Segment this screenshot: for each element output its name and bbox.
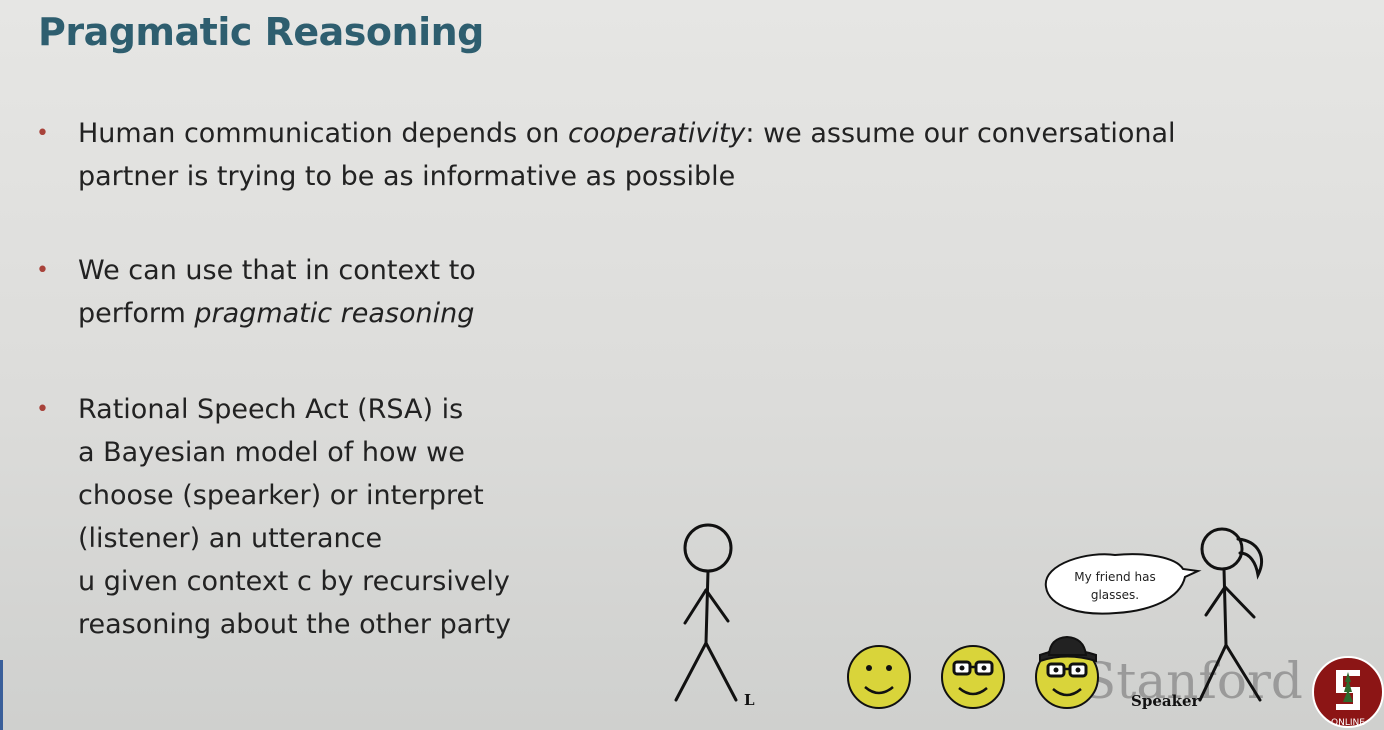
bullet-3-line-2: a Bayesian model of how we (78, 437, 465, 468)
speaker-figure (1198, 527, 1263, 702)
bullet-1-emphasis: cooperativity (567, 118, 746, 149)
listener-figure (674, 523, 738, 702)
bullet-dot: • (36, 258, 49, 283)
speaker-label: Speaker (1131, 692, 1201, 710)
smiley-glasses-icon (941, 645, 1005, 709)
bullet-item-2: • We can use that in context to perform … (36, 249, 476, 335)
bullet-1-text: Human communication depends on (78, 118, 568, 149)
bullet-3-line-1: Rational Speech Act (RSA) is (78, 394, 464, 425)
bullet-dot: • (36, 397, 49, 422)
speech-text-line-2: glasses. (1091, 588, 1139, 602)
rsa-illustration: Stanford L (674, 523, 1303, 710)
smiley-face-icon (847, 645, 911, 709)
bullet-1-line-2: partner is trying to be as informative a… (78, 161, 736, 192)
listener-label: L (744, 691, 755, 709)
bullet-dot: • (36, 121, 49, 146)
stanford-watermark: Stanford (1082, 652, 1303, 710)
bullet-1-text-rest: : we assume our conversational (745, 118, 1176, 149)
bullet-3-line-4: (listener) an utterance (78, 523, 383, 554)
speech-text-line-1: My friend has (1074, 570, 1155, 584)
bullet-2-line-1: We can use that in context to (78, 255, 476, 286)
speech-bubble: My friend has glasses. (1044, 553, 1202, 615)
stanford-online-logo: ONLINE (1312, 656, 1384, 728)
smiley-hat-glasses-icon (1035, 635, 1099, 709)
left-edge-accent (0, 660, 3, 730)
bullet-item-1: • Human communication depends on coopera… (36, 112, 1176, 198)
bullet-2-emphasis: pragmatic reasoning (194, 298, 475, 329)
bullet-2-text: perform (78, 298, 195, 329)
bullet-3-line-6: reasoning about the other party (78, 609, 511, 640)
logo-online-text: ONLINE (1331, 718, 1365, 728)
slide-title: Pragmatic Reasoning (38, 10, 484, 54)
bullet-item-3: • Rational Speech Act (RSA) is a Bayesia… (36, 388, 511, 646)
bullet-3-line-5: u given context c by recursively (78, 566, 510, 597)
bullet-3-line-3: choose (spearker) or interpret (78, 480, 484, 511)
